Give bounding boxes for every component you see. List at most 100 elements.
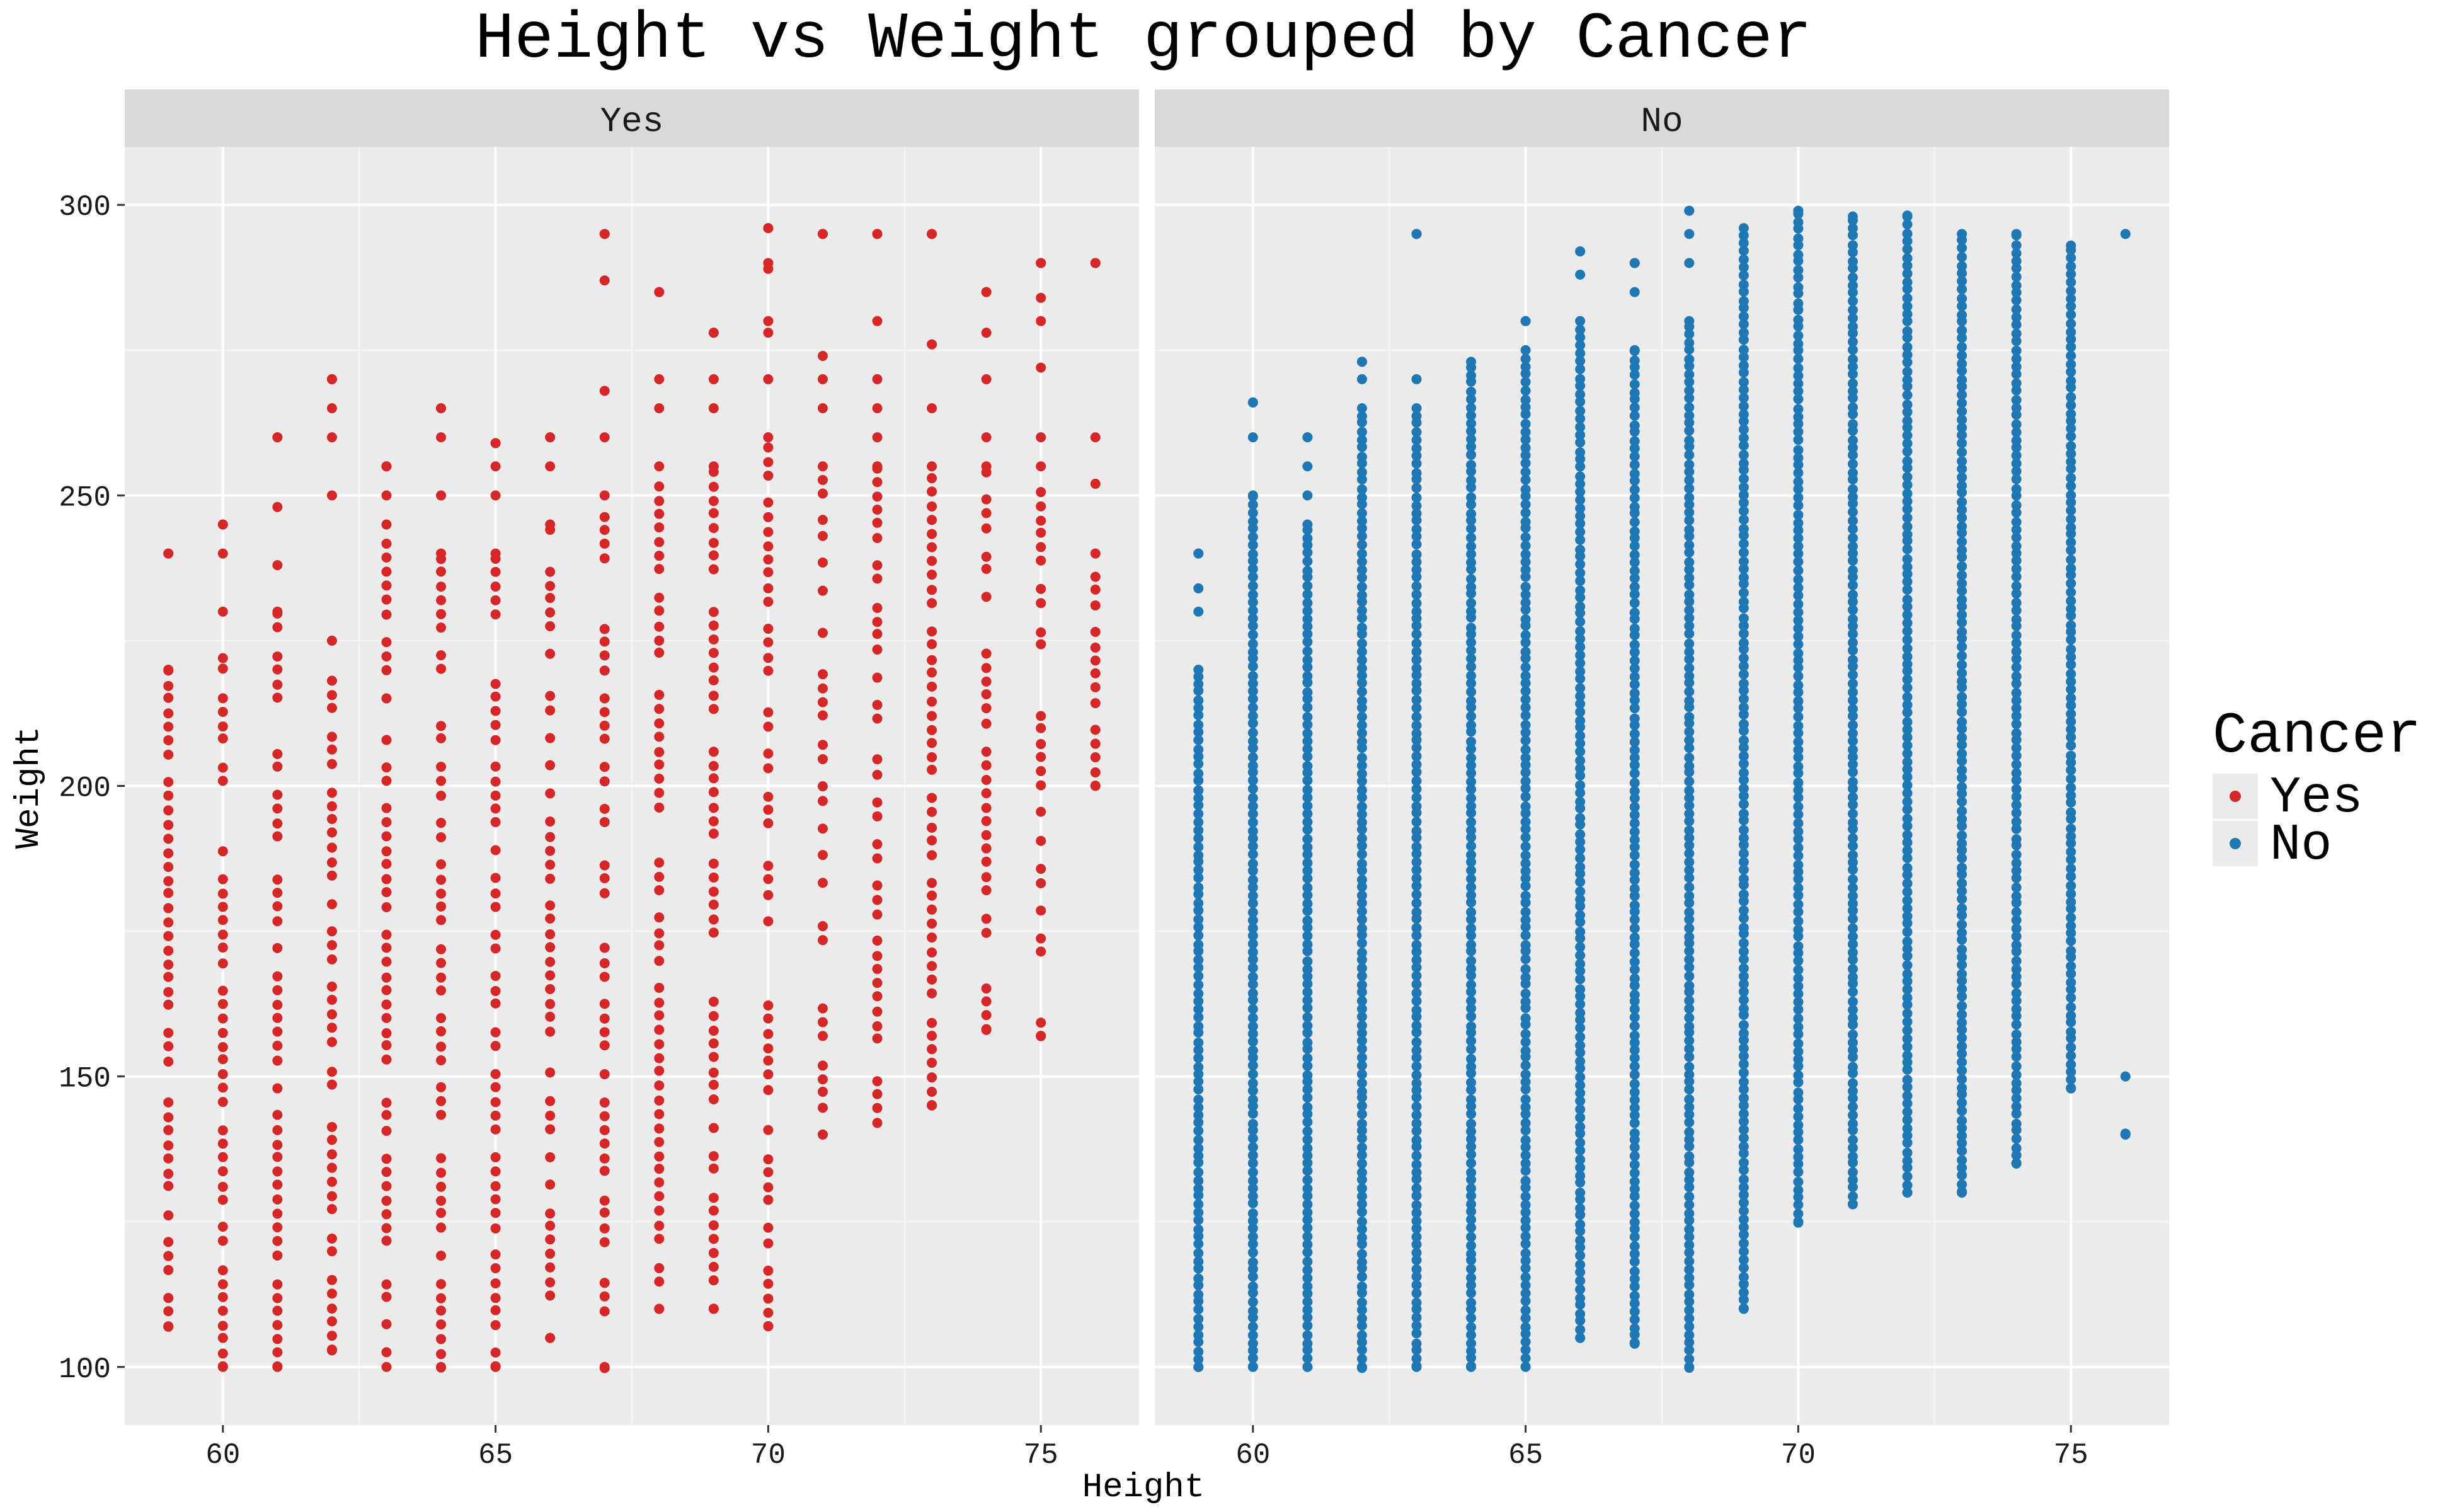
data-point [1466, 394, 1477, 404]
data-point [272, 622, 283, 633]
data-point [1629, 436, 1640, 447]
data-point [1302, 719, 1313, 730]
data-point [2011, 272, 2022, 282]
data-point [272, 916, 283, 927]
data-point [2011, 419, 2022, 430]
data-point [1793, 370, 1804, 381]
data-point [1847, 491, 1858, 502]
data-point [1902, 366, 1913, 377]
data-point [763, 258, 774, 268]
data-point [1847, 777, 1858, 788]
data-point [1738, 628, 1749, 639]
data-point [1684, 1167, 1695, 1178]
data-point [1411, 1061, 1422, 1072]
data-point [1902, 211, 1913, 222]
data-point [1738, 547, 1749, 558]
data-point [1684, 1273, 1695, 1283]
data-point [1847, 914, 1858, 924]
data-point [1957, 821, 1967, 832]
data-point [1520, 541, 1531, 551]
data-point [490, 1097, 501, 1108]
data-point [545, 1290, 556, 1301]
data-point [2066, 301, 2076, 312]
data-point [1302, 882, 1313, 893]
data-point [1575, 1293, 1586, 1303]
data-point [927, 793, 937, 803]
data-point [381, 490, 392, 501]
data-point [1847, 272, 1858, 283]
data-point [1575, 544, 1586, 555]
data-point [1575, 471, 1586, 482]
data-point [1575, 447, 1586, 458]
data-point [2066, 709, 2076, 719]
data-point [1738, 775, 1749, 786]
data-point [1957, 1106, 1967, 1116]
data-point [2011, 484, 2022, 495]
data-point [217, 1348, 228, 1359]
data-point [1684, 1134, 1695, 1145]
data-point [1684, 1361, 1695, 1372]
data-point [1247, 833, 1258, 844]
data-point [1520, 377, 1531, 387]
data-point [217, 1054, 228, 1065]
data-point [1847, 541, 1858, 552]
data-point [1684, 1337, 1695, 1348]
data-point [2066, 863, 2076, 874]
data-point [1684, 743, 1695, 753]
data-point [1036, 432, 1046, 443]
data-point [1411, 606, 1422, 617]
data-point [1247, 1158, 1258, 1169]
data-point [1738, 767, 1749, 778]
data-point [1793, 394, 1804, 404]
data-point [1520, 1272, 1531, 1283]
data-point [1466, 1346, 1477, 1356]
data-point [1957, 748, 1967, 759]
data-point [763, 665, 774, 676]
data-point [981, 856, 992, 867]
data-point [1302, 1207, 1313, 1218]
data-point [1575, 788, 1586, 798]
data-point [1520, 1215, 1531, 1226]
data-point [1520, 450, 1531, 461]
data-point [1847, 484, 1858, 495]
data-point [1036, 501, 1046, 512]
data-point [1356, 696, 1367, 706]
data-point [654, 1263, 665, 1273]
data-point [2011, 555, 2022, 566]
data-point [654, 1234, 665, 1244]
data-point [654, 461, 665, 472]
data-point [927, 1017, 937, 1028]
data-point [1520, 1150, 1531, 1160]
data-point [326, 731, 337, 742]
data-point [1520, 1239, 1531, 1249]
facet-strip-yes [125, 89, 1139, 147]
data-point [1466, 678, 1477, 689]
data-point [599, 1207, 610, 1218]
data-point [2066, 724, 2076, 735]
data-point [1957, 991, 1967, 1002]
data-point [381, 651, 392, 662]
data-point [1302, 995, 1313, 1005]
legend-swatch-no [2230, 838, 2241, 849]
data-point [763, 1222, 774, 1233]
data-point [1902, 732, 1913, 743]
data-point [381, 519, 392, 530]
data-point [1520, 1029, 1531, 1040]
data-point [2066, 634, 2076, 645]
data-point [1902, 479, 1913, 490]
data-point [599, 816, 610, 827]
data-point [1957, 1000, 1967, 1011]
data-point [1193, 930, 1204, 941]
data-point [1411, 946, 1422, 957]
data-point [1847, 256, 1858, 267]
data-point [1847, 230, 1858, 241]
data-point [1957, 552, 1967, 563]
data-point [927, 681, 937, 692]
data-point [1793, 314, 1804, 325]
data-point [1356, 1249, 1367, 1259]
data-point [1466, 1206, 1477, 1217]
data-point [1411, 1338, 1422, 1349]
data-point [708, 704, 719, 714]
data-point [1575, 1259, 1586, 1270]
data-point [163, 987, 174, 997]
